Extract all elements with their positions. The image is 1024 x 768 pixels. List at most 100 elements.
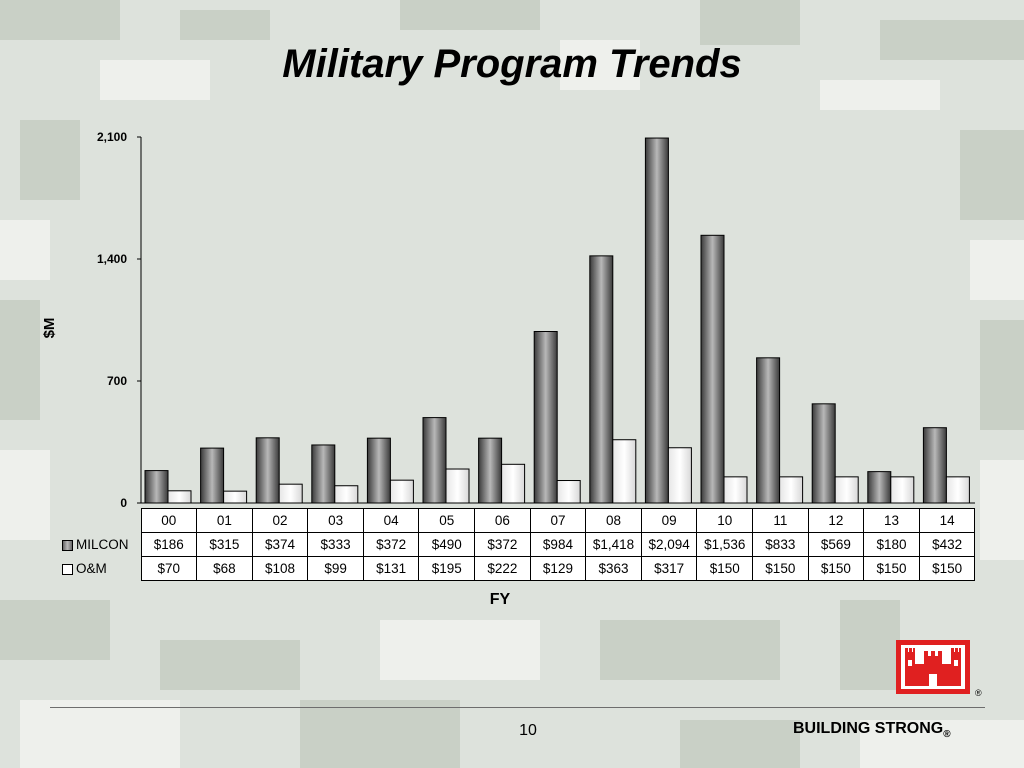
fy-category-label: 09	[640, 508, 698, 533]
milcon-bar-09	[644, 137, 669, 504]
data-table: 00 01 02 03 04 05 06 07 08 09 10 11 12 13 14 MILCON $186…	[58, 508, 976, 581]
table-cell: $1,536	[696, 532, 754, 557]
footer-divider	[50, 707, 985, 708]
fy-category-label: 10	[696, 508, 754, 533]
om-bar-11	[779, 476, 804, 504]
om-bar-05	[445, 468, 470, 504]
table-cell: $150	[863, 556, 920, 581]
legend-entry: MILCON	[58, 533, 141, 557]
legend-entry: O&M	[58, 557, 141, 581]
brand-tagline: BUILDING STRONG®	[793, 720, 951, 740]
om-bar-03	[334, 485, 359, 504]
milcon-bar-07	[533, 331, 558, 504]
fy-category-label: 05	[418, 508, 476, 533]
legend-swatch-icon	[62, 563, 73, 575]
fy-category-label: 12	[807, 508, 865, 533]
table-row: O&M $70 $68 $108 $99 $131 $195 $222 $129 $363 $317…	[58, 556, 976, 581]
om-bar-02	[278, 483, 303, 504]
table-row: MILCON $186 $315 $374 $333 $372 $490 $372 $984 $1…	[58, 532, 976, 557]
milcon-bar-11	[756, 357, 781, 504]
table-cell: $569	[807, 532, 865, 557]
om-bar-06	[501, 463, 526, 504]
table-cell: $333	[307, 532, 364, 557]
table-cell: $984	[529, 532, 587, 557]
om-bar-14	[945, 476, 970, 504]
table-cell: $2,094	[640, 532, 698, 557]
table-cell: $150	[752, 556, 809, 581]
table-cell: $363	[585, 556, 642, 581]
milcon-bar-00	[144, 470, 169, 504]
page-number: 10	[519, 722, 537, 739]
table-cell: $372	[362, 532, 420, 557]
table-cell: $99	[307, 556, 364, 581]
table-cell: $150	[807, 556, 865, 581]
om-bar-12	[834, 476, 859, 504]
milcon-bar-04	[366, 437, 391, 504]
milcon-bar-03	[311, 444, 336, 504]
milcon-bar-10	[700, 234, 725, 504]
table-cell: $129	[529, 556, 587, 581]
table-cell: $195	[418, 556, 476, 581]
table-cell: $374	[251, 532, 309, 557]
fy-category-label: 07	[529, 508, 587, 533]
brand-registered-mark: ®	[943, 729, 951, 741]
brand-text: BUILDING STRONG	[793, 720, 944, 737]
milcon-bar-06	[478, 437, 503, 504]
table-cell: $1,418	[585, 532, 642, 557]
table-cell: $833	[752, 532, 809, 557]
om-bar-00	[167, 490, 192, 504]
om-bar-01	[223, 490, 248, 504]
om-bar-13	[890, 476, 915, 504]
y-tick-label: 700	[107, 374, 127, 388]
legend-label: MILCON	[76, 537, 129, 552]
om-bar-09	[667, 447, 692, 504]
fy-category-label: 04	[362, 508, 420, 533]
om-bar-10	[723, 476, 748, 504]
bar-chart: 0 700 1,400 2,100	[97, 130, 975, 510]
om-bar-07	[556, 480, 581, 504]
slide-title: Military Program Trends	[282, 42, 742, 86]
fy-category-label: 06	[474, 508, 531, 533]
legend-label: O&M	[76, 561, 107, 576]
table-cell: $108	[251, 556, 309, 581]
table-cell: $150	[918, 556, 976, 581]
table-cell: $317	[640, 556, 698, 581]
table-cell: $222	[474, 556, 531, 581]
y-tick-label: 1,400	[97, 252, 127, 266]
x-axis-label: FY	[489, 591, 511, 608]
fy-category-label: 00	[140, 508, 198, 533]
fy-category-label: 01	[196, 508, 253, 533]
table-cell: $131	[362, 556, 420, 581]
table-cell: $186	[140, 532, 198, 557]
table-cell: $150	[696, 556, 754, 581]
milcon-bar-01	[200, 447, 225, 504]
milcon-bar-13	[867, 471, 892, 504]
table-cell: $315	[196, 532, 253, 557]
y-tick-label: 2,100	[97, 130, 127, 144]
table-header-row: 00 01 02 03 04 05 06 07 08 09 10 11 12 13 14	[58, 508, 976, 533]
table-cell: $68	[196, 556, 253, 581]
table-corner	[58, 509, 141, 533]
y-tick-label: 0	[120, 496, 127, 510]
fy-category-label: 14	[918, 508, 976, 533]
milcon-bar-12	[811, 403, 836, 504]
om-bar-04	[389, 479, 414, 504]
milcon-bar-05	[422, 417, 447, 504]
table-cell: $432	[918, 532, 976, 557]
table-cell: $490	[418, 532, 476, 557]
table-cell: $372	[474, 532, 531, 557]
y-axis-label: $M	[41, 317, 58, 339]
milcon-bar-08	[589, 255, 614, 504]
table-cell: $180	[863, 532, 920, 557]
fy-category-label: 03	[307, 508, 364, 533]
fy-category-label: 11	[752, 508, 809, 533]
logo-registered-mark: ®	[975, 688, 982, 698]
fy-category-label: 13	[863, 508, 920, 533]
fy-category-label: 02	[251, 508, 309, 533]
om-bar-08	[612, 439, 637, 504]
legend-swatch-icon	[62, 539, 73, 551]
table-cell: $70	[140, 556, 198, 581]
castle-logo-icon	[896, 640, 970, 694]
milcon-bar-14	[922, 427, 947, 504]
